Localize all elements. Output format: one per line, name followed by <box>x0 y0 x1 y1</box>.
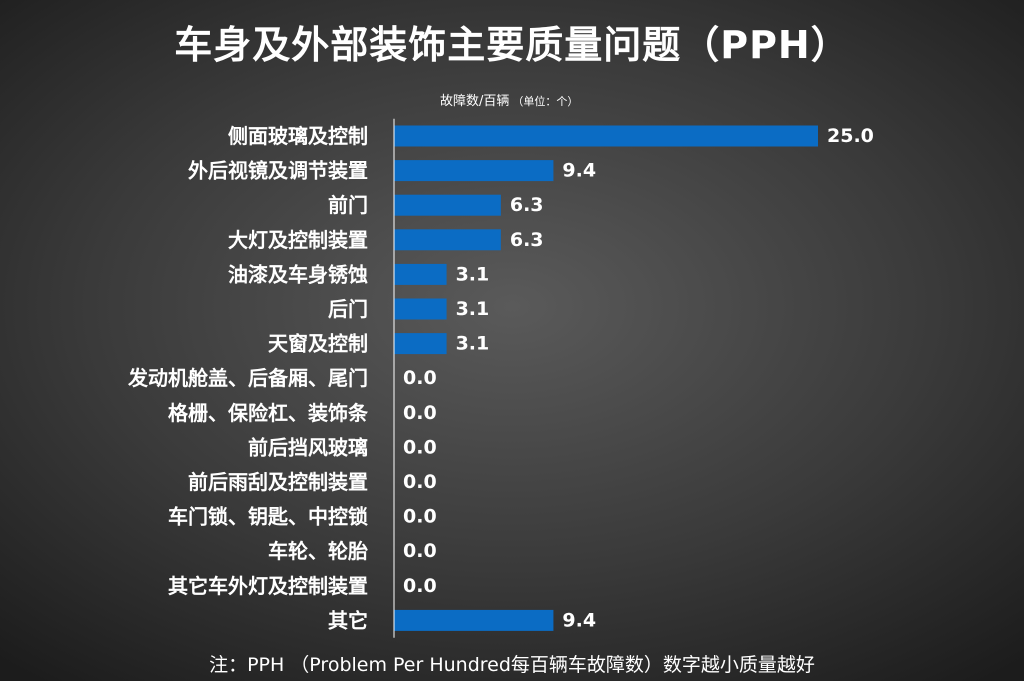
bar <box>394 194 501 216</box>
category-label: 前后雨刮及控制装置 <box>188 470 368 494</box>
category-label: 格栅、保险杠、装饰条 <box>168 401 369 425</box>
value-label: 25.0 <box>827 125 874 147</box>
value-label: 0.0 <box>403 471 437 493</box>
bar <box>394 229 501 251</box>
category-label: 侧面玻璃及控制 <box>228 124 368 148</box>
category-label: 油漆及车身锈蚀 <box>228 262 368 286</box>
bar <box>394 609 554 631</box>
category-label: 前门 <box>328 193 368 217</box>
value-label: 6.3 <box>510 194 544 216</box>
bar <box>394 333 447 355</box>
category-label: 大灯及控制装置 <box>228 228 368 252</box>
chart-note: 注：PPH （Problem Per Hundred每百辆车故障数）数字越小质量… <box>209 654 815 676</box>
value-label: 0.0 <box>403 436 437 458</box>
category-label: 其它车外灯及控制装置 <box>168 574 368 598</box>
category-label: 天窗及控制 <box>268 332 368 356</box>
category-label: 外后视镜及调节装置 <box>188 159 368 183</box>
value-label: 0.0 <box>403 575 437 597</box>
value-label: 0.0 <box>403 367 437 389</box>
category-label: 前后挡风玻璃 <box>248 435 368 459</box>
bar <box>394 263 447 285</box>
bars-layer: 侧面玻璃及控制 25.0 外后视镜及调节装置 9.4 前门 6.3 大灯及控制装置 6.3 油漆… <box>127 124 874 632</box>
value-label: 0.0 <box>403 540 437 562</box>
value-label: 0.0 <box>403 402 437 424</box>
bar <box>394 298 447 320</box>
subtitle-unit: （单位：个） <box>512 95 579 108</box>
value-label: 6.3 <box>510 229 544 251</box>
value-label: 9.4 <box>562 160 596 182</box>
bar <box>394 125 818 147</box>
category-label: 车轮、轮胎 <box>268 539 368 563</box>
value-label: 3.1 <box>456 298 490 320</box>
bar <box>394 160 554 182</box>
category-label: 车门锁、钥匙、中控锁 <box>168 505 368 529</box>
category-label: 发动机舱盖、后备厢、尾门 <box>127 366 368 390</box>
subtitle-main: 故障数/百辆 <box>440 94 510 109</box>
value-label: 0.0 <box>403 506 437 528</box>
value-label: 3.1 <box>456 333 490 355</box>
chart-subtitle: 故障数/百辆 （单位：个） <box>440 90 578 109</box>
category-label: 其它 <box>328 608 368 632</box>
category-label: 后门 <box>328 297 368 321</box>
value-label: 9.4 <box>562 609 596 631</box>
chart-title: 车身及外部装饰主要质量问题（PPH） <box>174 23 850 67</box>
value-label: 3.1 <box>456 263 490 285</box>
